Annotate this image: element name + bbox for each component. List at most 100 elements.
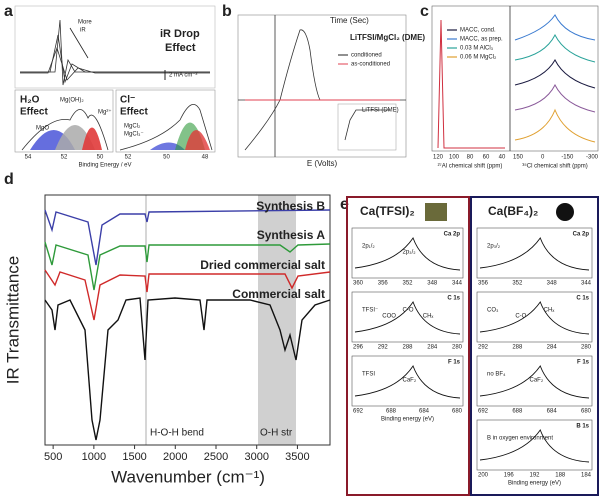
peak-label: COO [382,314,396,320]
species-label: MgCl₂ [124,124,141,130]
x-tick-label: 3000 [244,451,268,463]
curve [354,301,461,335]
annotation: iR Drop [160,28,200,40]
legend-entry: 0.06 M MgCl₂ [460,55,497,61]
tick-label: 60 [483,155,490,161]
tick-label: 50 [163,155,170,161]
curve [514,58,596,89]
tick-label: 680 [452,409,463,415]
peak [185,130,210,150]
photo [425,203,447,221]
arrow [69,27,89,59]
peak-label: TFSI [362,372,375,378]
axis-label: Binding energy (eV) [508,481,561,487]
peak-label: C-O [515,314,526,320]
curve [20,19,210,86]
spectrum [44,269,331,321]
subplot-title: F 1s [577,360,590,366]
curve [514,83,596,113]
panel-label: a [4,3,13,20]
tick-label: 692 [478,409,489,415]
tick-label: 352 [402,281,413,287]
curve [479,429,590,463]
curve [119,103,213,151]
x-tick-label: 2000 [163,451,187,463]
spectrum [44,241,331,291]
curve [354,365,461,399]
tick-label: 684 [419,409,430,415]
panel-d: d IR Transmittance Wavenumber (cm⁻¹) H-O… [3,171,331,486]
tick-label: 54 [25,155,32,161]
series-label: Synthesis A [257,228,326,242]
annotation: Effect [20,107,48,118]
tick-label: 120 [433,155,444,161]
tick-label: 184 [581,473,592,479]
panel-label: b [222,3,232,20]
peak-label: B in oxygen environment [487,436,553,442]
series-label: Commercial salt [232,287,325,301]
tick-label: 100 [449,155,460,161]
axis-label: ²⁷Al chemical shift (ppm) [438,163,503,170]
axis-label: Binding Energy / eV [78,163,131,169]
x-tick-label: 3500 [285,451,309,463]
curve [354,237,461,271]
tick-label: 356 [378,281,389,287]
spectrum [44,297,331,441]
tick-label: 356 [478,281,489,287]
subplot-title: Ca 2p [444,232,461,238]
curve [437,19,505,149]
subplot-title: Ca 2p [573,232,590,238]
inset-title: LiTFSI (DME) [362,108,399,114]
annotation: Effect [120,107,148,118]
tick-label: 680 [581,409,592,415]
x-tick-label: 500 [44,451,62,463]
annotation: Effect [165,42,196,54]
plot-title: LiTFSI/MgCl₂ (DME) [350,33,425,42]
subplot-frame [351,227,464,279]
axis-label: Binding energy (eV) [381,417,434,423]
peak-label: no BF₄ [487,372,506,378]
photo [556,203,574,221]
panel-a: a More iR iR Drop Effect 2 mA cm⁻² H₂O E… [4,3,216,169]
column-frame [346,196,470,496]
curve [21,109,109,151]
annotation: H-O-H bend [150,428,204,439]
curve [244,29,400,151]
curve [514,33,596,63]
column-frame [470,196,599,496]
subplot-frame [476,291,593,343]
peak-label: 2p₁/₂ [362,244,375,250]
subplot-title: C 1s [576,296,589,302]
axis-label: ³⁵Cl chemical shift (ppm) [522,163,588,170]
tick-label: 344 [581,281,592,287]
tick-label: 192 [529,473,540,479]
legend-entry: conditioned [351,53,382,59]
axis-label: E (Volts) [307,159,338,168]
curve [514,108,596,143]
species-label: MgO [36,126,49,132]
tick-label: 360 [353,281,364,287]
axis-label: IR Transmittance [3,256,22,385]
legend-entry: MACC, as prep. [460,37,503,43]
subplot-title: B 1s [576,424,589,430]
tick-label: 52 [125,155,132,161]
curve [20,46,210,81]
panel-label: d [4,171,14,188]
tick-label: 288 [512,345,523,351]
tick-label: 296 [353,345,364,351]
legend-entry: MACC, cond. [460,28,496,34]
plot-frame [431,5,599,152]
subplot-frame [476,227,593,279]
peak-label: C-O [403,308,414,314]
tick-labels: 120 100 80 60 40 150 0 -150 -300 [433,155,599,161]
peak-label: CHₓ [544,308,555,314]
tick-label: 284 [547,345,558,351]
panel-label: c [420,3,429,20]
series-label: Synthesis B [256,199,325,213]
x-tick-label: 2500 [204,451,228,463]
tick-label: -300 [586,155,599,161]
spectrum [44,209,331,266]
subplot-title: F 1s [448,360,461,366]
column-title: Ca(BF₄)₂ [488,204,538,218]
peak-label: CO₃ [487,308,499,314]
